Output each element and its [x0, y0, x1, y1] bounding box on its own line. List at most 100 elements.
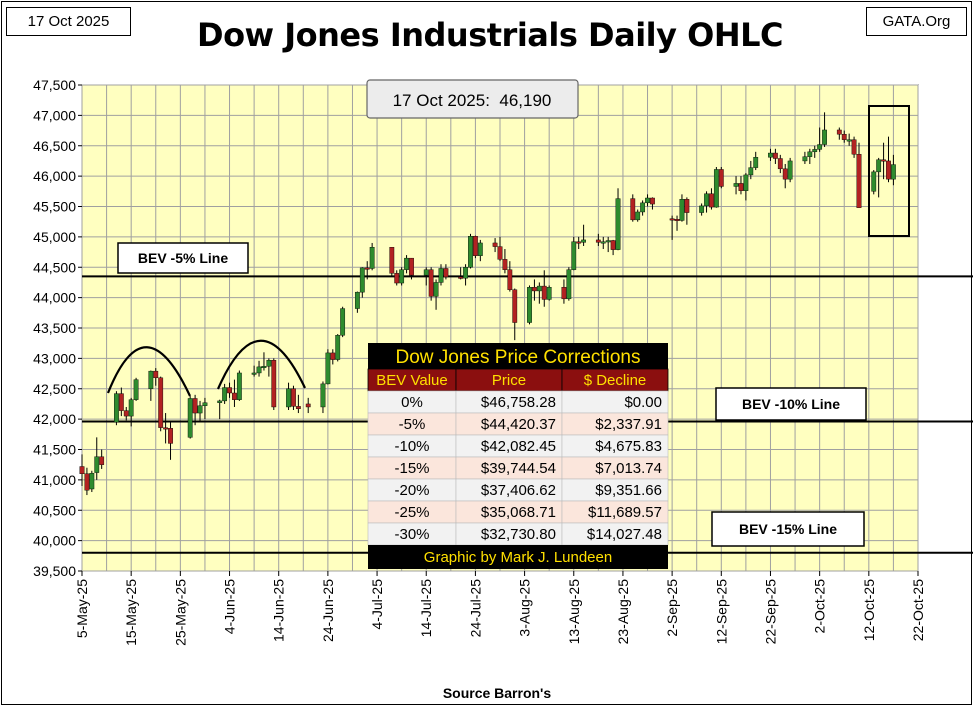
- ohlc-body: [291, 388, 296, 407]
- x-tick-label: 22-Oct-25: [910, 579, 926, 641]
- x-tick-label: 14-Jun-25: [271, 579, 287, 642]
- bev-label-box: [117, 242, 249, 274]
- ohlc-body: [812, 149, 818, 153]
- table-cell: -15%: [394, 460, 429, 477]
- ohlc-body: [128, 399, 134, 417]
- ohlc-body: [615, 198, 621, 250]
- ohlc-body: [561, 287, 567, 300]
- ohlc-body: [610, 240, 616, 250]
- ohlc-body: [817, 144, 823, 150]
- table-footer: Graphic by Mark J. Lundeen: [424, 549, 612, 566]
- y-tick-label: 44,000: [33, 290, 76, 306]
- ohlc-body: [330, 352, 336, 360]
- table-cell: $32,730.80: [481, 526, 556, 543]
- ohlc-body: [704, 193, 709, 207]
- ohlc-body: [202, 402, 208, 406]
- ohlc-body: [79, 466, 85, 475]
- ohlc-body: [600, 241, 606, 244]
- ohlc-body: [891, 164, 896, 180]
- bev-label: BEV -10% Line: [742, 396, 840, 412]
- y-tick-label: 40,500: [33, 502, 76, 518]
- ohlc-body: [168, 428, 173, 444]
- y-tick-label: 43,000: [33, 350, 76, 366]
- y-tick-label: 47,500: [33, 77, 76, 93]
- table-cell: $4,675.83: [595, 438, 662, 455]
- ohlc-body: [84, 473, 90, 491]
- table-cell: -20%: [394, 482, 429, 499]
- ohlc-body: [733, 183, 739, 187]
- x-tick-label: 2-Oct-25: [812, 579, 828, 634]
- y-tick-label: 42,000: [33, 411, 76, 427]
- ohlc-body: [527, 287, 532, 323]
- x-tick-label: 2-Sep-25: [664, 579, 680, 637]
- source-badge: GATA.Org: [866, 7, 967, 36]
- ohlc-body: [718, 169, 724, 187]
- bev-label-box: [715, 387, 867, 421]
- ohlc-body: [232, 392, 237, 400]
- x-tick-label: 3-Aug-25: [517, 579, 533, 637]
- table-header-label: Price: [492, 372, 526, 389]
- x-tick-label: 12-Sep-25: [713, 579, 729, 645]
- ohlc-body: [458, 276, 464, 279]
- table-title-bg: [368, 343, 668, 369]
- ohlc-body: [871, 171, 877, 192]
- ohlc-body: [197, 405, 203, 414]
- ohlc-body: [463, 267, 468, 279]
- x-axis: 5-May-25 15-May-25 25-May-25 4-Jun-25 14-Jun…: [74, 571, 926, 646]
- ohlc-body: [753, 157, 759, 168]
- ohlc-body: [768, 152, 773, 158]
- ohlc-body: [679, 199, 685, 221]
- table-cell: $44,420.37: [481, 416, 556, 433]
- ohlc-body: [881, 159, 886, 162]
- ohlc-body: [497, 246, 503, 260]
- ohlc-body: [364, 267, 370, 270]
- ohlc-body: [433, 282, 439, 297]
- ohlc-body: [822, 129, 827, 145]
- table-cell: $2,337.91: [595, 416, 662, 433]
- ohlc-body: [477, 242, 483, 256]
- ohlc-body: [699, 205, 705, 213]
- y-tick-label: 40,000: [33, 533, 76, 549]
- y-tick-label: 46,500: [33, 138, 76, 154]
- table-cell: $42,082.45: [481, 438, 556, 455]
- ohlc-body: [546, 287, 552, 300]
- ohlc-body: [389, 247, 395, 274]
- ohlc-body: [748, 167, 754, 176]
- y-tick-label: 44,500: [33, 259, 76, 275]
- x-tick-label: 15-May-25: [123, 579, 139, 646]
- table-cell: -5%: [399, 416, 426, 433]
- ohlc-body: [354, 291, 360, 309]
- ohlc-body: [473, 236, 478, 256]
- table-cell: $0.00: [624, 394, 662, 411]
- table-cell: $14,027.48: [587, 526, 662, 543]
- bev-label-box: [711, 511, 865, 547]
- price-correction-table: Dow Jones Price Corrections BEV Value Pric…: [367, 343, 669, 569]
- table-cell: -30%: [394, 526, 429, 543]
- ohlc-body: [114, 393, 119, 423]
- ohlc-body: [369, 247, 375, 269]
- ohlc-body: [468, 236, 473, 268]
- table-cell: $39,744.54: [481, 460, 556, 477]
- table-header-label: $ Decline: [584, 372, 647, 389]
- highlight-box: [868, 105, 910, 237]
- ohlc-body: [846, 139, 852, 142]
- ohlc-body: [222, 387, 228, 402]
- ohlc-body: [286, 388, 291, 408]
- ohlc-body: [295, 406, 301, 409]
- x-tick-label: 23-Aug-25: [615, 579, 631, 645]
- ohlc-body: [261, 366, 267, 368]
- ohlc-body: [640, 202, 646, 213]
- ohlc-body: [256, 366, 262, 374]
- ohlc-body: [271, 359, 277, 408]
- ohlc-body: [320, 383, 326, 408]
- y-tick-label: 39,500: [33, 563, 76, 579]
- bev-lines: BEV -5% Line BEV -10% Line BEV -15% Line: [82, 242, 973, 554]
- bev-label: BEV -15% Line: [739, 521, 837, 537]
- y-tick-label: 45,000: [33, 229, 76, 245]
- ohlc-body: [187, 398, 193, 438]
- y-tick-label: 41,000: [33, 472, 76, 488]
- ohlc-body: [772, 152, 778, 159]
- ohlc-body: [836, 129, 842, 135]
- ohlc-body: [787, 160, 793, 180]
- ohlc-body: [404, 257, 409, 270]
